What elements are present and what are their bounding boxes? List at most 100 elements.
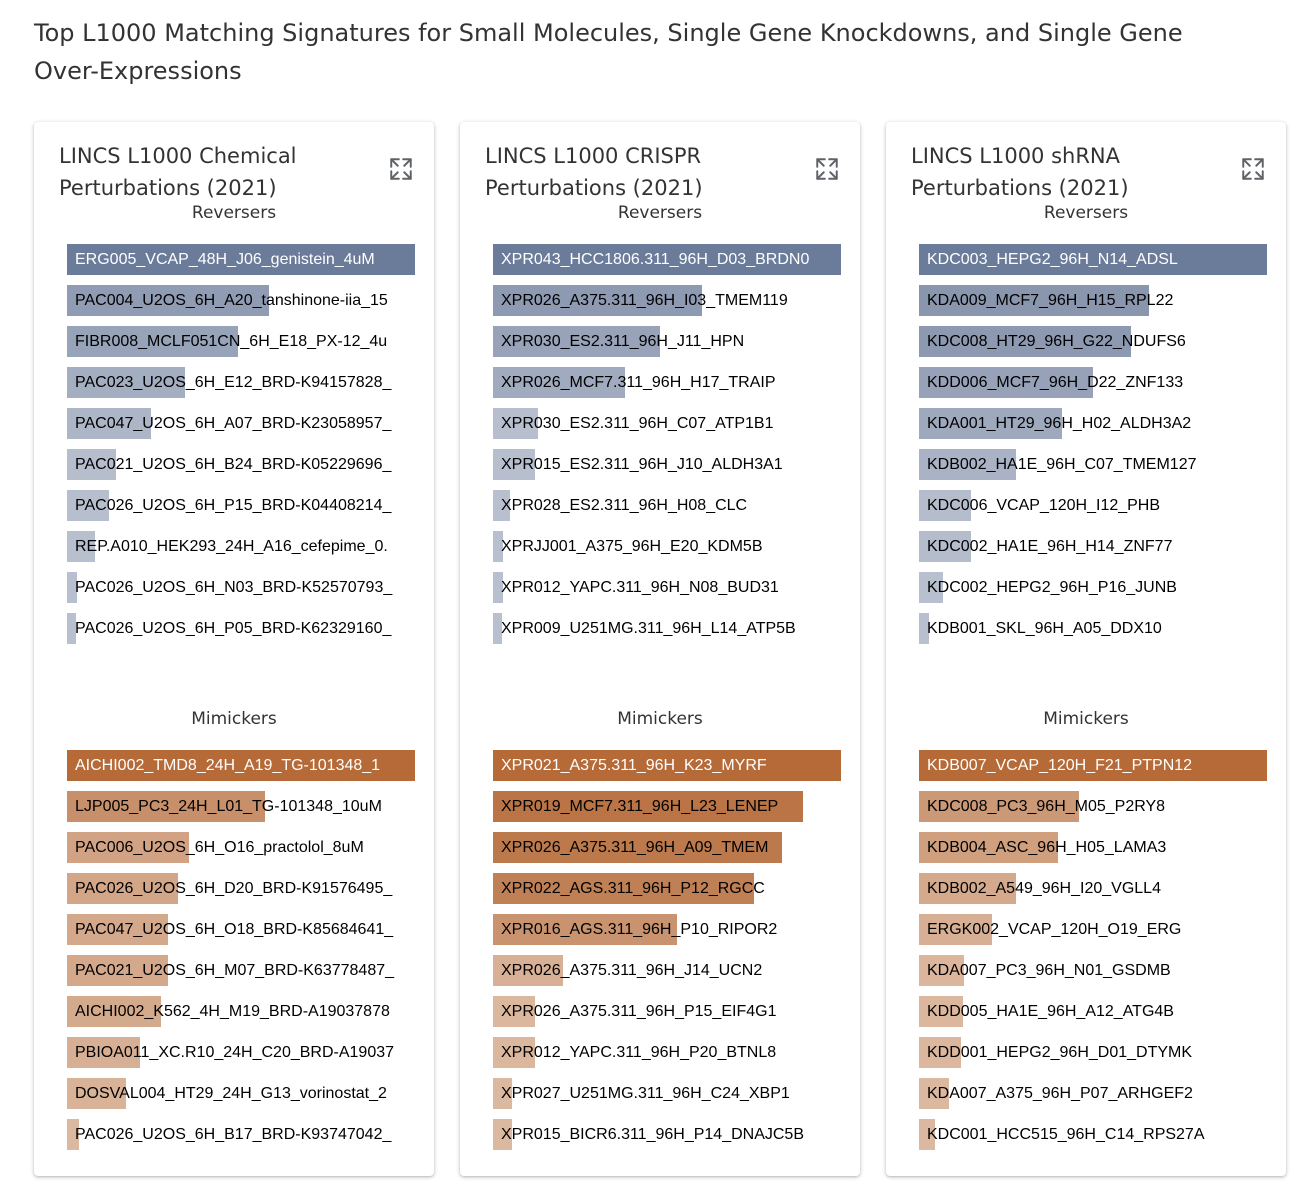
bar-row[interactable]: PAC047_U2OS_6H_O18_BRD-K85684641_ xyxy=(67,914,415,945)
bar-label: DOSVAL004_HT29_24H_G13_vorinostat_2 xyxy=(75,1085,387,1102)
bar-row[interactable]: PAC023_U2OS_6H_E12_BRD-K94157828_ xyxy=(67,367,415,398)
bar-label: KDB002_A549_96H_I20_VGLL4 xyxy=(927,880,1161,897)
bar-row[interactable]: DOSVAL004_HT29_24H_G13_vorinostat_2 xyxy=(67,1078,415,1109)
bar-row[interactable]: KDB001_SKL_96H_A05_DDX10 xyxy=(919,613,1267,644)
bar xyxy=(919,326,1131,357)
bar-row[interactable]: FIBR008_MCLF051CN_6H_E18_PX-12_4u xyxy=(67,326,415,357)
bar xyxy=(919,832,1058,863)
bar-row[interactable]: KDC008_PC3_96H_M05_P2RY8 xyxy=(919,791,1267,822)
bar-row[interactable]: KDB004_ASC_96H_H05_LAMA3 xyxy=(919,832,1267,863)
bar-label: LJP005_PC3_24H_L01_TG-101348_10uM xyxy=(75,798,382,815)
bar-row[interactable]: KDC002_HEPG2_96H_P16_JUNB xyxy=(919,572,1267,603)
bar xyxy=(919,955,964,986)
bar xyxy=(67,531,95,562)
bar-row[interactable]: KDC006_VCAP_120H_I12_PHB xyxy=(919,490,1267,521)
bar-row[interactable]: KDC003_HEPG2_96H_N14_ADSL xyxy=(919,244,1267,275)
bar-row[interactable]: XPR030_ES2.311_96H_J11_HPN xyxy=(493,326,841,357)
bar-row[interactable]: XPR026_MCF7.311_96H_H17_TRAIP xyxy=(493,367,841,398)
bar-label: FIBR008_MCLF051CN_6H_E18_PX-12_4u xyxy=(75,333,388,350)
bar-label: KDA009_MCF7_96H_H15_RPL22 xyxy=(927,292,1174,309)
bar-row[interactable]: ERGK002_VCAP_120H_O19_ERG xyxy=(919,914,1267,945)
bar-row[interactable]: PAC026_U2OS_6H_B17_BRD-K93747042_ xyxy=(67,1119,415,1150)
bar-row[interactable]: XPR026_A375.311_96H_J14_UCN2 xyxy=(493,955,841,986)
bar-row[interactable]: XPR019_MCF7.311_96H_L23_LENEP xyxy=(493,791,841,822)
bar-row[interactable]: XPR009_U251MG.311_96H_L14_ATP5B xyxy=(493,613,841,644)
bar-row[interactable]: PBIOA011_XC.R10_24H_C20_BRD-A19037 xyxy=(67,1037,415,1068)
bar-row[interactable]: PAC026_U2OS_6H_P15_BRD-K04408214_ xyxy=(67,490,415,521)
bar-row[interactable]: PAC004_U2OS_6H_A20_tanshinone-iia_15 xyxy=(67,285,415,316)
bar-row[interactable]: XPR022_AGS.311_96H_P12_RGCC xyxy=(493,873,841,904)
bar-row[interactable]: KDD001_HEPG2_96H_D01_DTYMK xyxy=(919,1037,1267,1068)
bar-row[interactable]: KDB002_A549_96H_I20_VGLL4 xyxy=(919,873,1267,904)
bar xyxy=(67,914,168,945)
bar-row[interactable]: PAC006_U2OS_6H_O16_practolol_8uM xyxy=(67,832,415,863)
bar-row[interactable]: PAC026_U2OS_6H_N03_BRD-K52570793_ xyxy=(67,572,415,603)
bar-row[interactable]: PAC026_U2OS_6H_P05_BRD-K62329160_ xyxy=(67,613,415,644)
bar xyxy=(919,244,1267,275)
bar-label: XPR043_HCC1806.311_96H_D03_BRDN0 xyxy=(501,251,810,268)
bar-label: KDC002_HA1E_96H_H14_ZNF77 xyxy=(927,538,1173,555)
bar xyxy=(67,873,178,904)
bar-row[interactable]: XPR028_ES2.311_96H_H08_CLC xyxy=(493,490,841,521)
bar-row[interactable]: KDA007_PC3_96H_N01_GSDMB xyxy=(919,955,1267,986)
bar-row[interactable]: KDA001_HT29_96H_H02_ALDH3A2 xyxy=(919,408,1267,439)
bar-row[interactable]: XPR043_HCC1806.311_96H_D03_BRDN0 xyxy=(493,244,841,275)
bar-label: KDB002_HA1E_96H_C07_TMEM127 xyxy=(927,456,1197,473)
bar xyxy=(919,285,1149,316)
bar-label: XPR026_A375.311_96H_A09_TMEM xyxy=(501,839,769,856)
bar-row[interactable]: PAC047_U2OS_6H_A07_BRD-K23058957_ xyxy=(67,408,415,439)
bar xyxy=(919,914,992,945)
bar-row[interactable]: PAC026_U2OS_6H_D20_BRD-K91576495_ xyxy=(67,873,415,904)
expand-icon[interactable] xyxy=(814,156,840,182)
bar-row[interactable]: KDD006_MCF7_96H_D22_ZNF133 xyxy=(919,367,1267,398)
expand-icon[interactable] xyxy=(388,156,414,182)
bar-row[interactable]: AICHI002_K562_4H_M19_BRD-A19037878 xyxy=(67,996,415,1027)
bar-row[interactable]: KDB007_VCAP_120H_F21_PTPN12 xyxy=(919,750,1267,781)
bar-row[interactable]: XPRJJ001_A375_96H_E20_KDM5B xyxy=(493,531,841,562)
bar-label: XPR026_A375.311_96H_I03_TMEM119 xyxy=(501,292,788,309)
bar-row[interactable]: KDB002_HA1E_96H_C07_TMEM127 xyxy=(919,449,1267,480)
bar-row[interactable]: KDC001_HCC515_96H_C14_RPS27A xyxy=(919,1119,1267,1150)
bar xyxy=(919,1078,949,1109)
bar-label: XPR022_AGS.311_96H_P12_RGCC xyxy=(501,880,765,897)
bar-label: PAC021_U2OS_6H_B24_BRD-K05229696_ xyxy=(75,456,392,473)
bar-row[interactable]: REP.A010_HEK293_24H_A16_cefepime_0. xyxy=(67,531,415,562)
bar-label: PAC047_U2OS_6H_O18_BRD-K85684641_ xyxy=(75,921,394,938)
bar-row[interactable]: KDD005_HA1E_96H_A12_ATG4B xyxy=(919,996,1267,1027)
expand-icon[interactable] xyxy=(1240,156,1266,182)
bar xyxy=(67,1078,126,1109)
bar-row[interactable]: XPR026_A375.311_96H_A09_TMEM xyxy=(493,832,841,863)
bar-row[interactable]: XPR027_U251MG.311_96H_C24_XBP1 xyxy=(493,1078,841,1109)
bar-label: PAC023_U2OS_6H_E12_BRD-K94157828_ xyxy=(75,374,392,391)
bar-label: PAC021_U2OS_6H_M07_BRD-K63778487_ xyxy=(75,962,395,979)
bar-row[interactable]: KDC008_HT29_96H_G22_NDUFS6 xyxy=(919,326,1267,357)
bar xyxy=(493,914,677,945)
bar-row[interactable]: KDA007_A375_96H_P07_ARHGEF2 xyxy=(919,1078,1267,1109)
bar-label: REP.A010_HEK293_24H_A16_cefepime_0. xyxy=(75,538,388,555)
reversers-label: Reversers xyxy=(617,203,703,223)
bar-row[interactable]: ERG005_VCAP_48H_J06_genistein_4uM xyxy=(67,244,415,275)
bar-row[interactable]: XPR012_YAPC.311_96H_P20_BTNL8 xyxy=(493,1037,841,1068)
bar-row[interactable]: XPR015_ES2.311_96H_J10_ALDH3A1 xyxy=(493,449,841,480)
bar-row[interactable]: XPR026_A375.311_96H_P15_EIF4G1 xyxy=(493,996,841,1027)
bar-row[interactable]: XPR016_AGS.311_96H_P10_RIPOR2 xyxy=(493,914,841,945)
bar-row[interactable]: XPR021_A375.311_96H_K23_MYRF xyxy=(493,750,841,781)
bar-row[interactable]: PAC021_U2OS_6H_M07_BRD-K63778487_ xyxy=(67,955,415,986)
bar-label: KDC002_HEPG2_96H_P16_JUNB xyxy=(927,579,1177,596)
bar-row[interactable]: XPR026_A375.311_96H_I03_TMEM119 xyxy=(493,285,841,316)
bar-row[interactable]: XPR015_BICR6.311_96H_P14_DNAJC5B xyxy=(493,1119,841,1150)
bar xyxy=(67,367,185,398)
bar-label: PAC026_U2OS_6H_P15_BRD-K04408214_ xyxy=(75,497,392,514)
bar-label: PAC006_U2OS_6H_O16_practolol_8uM xyxy=(75,839,364,856)
bar xyxy=(67,832,189,863)
bar-row[interactable]: XPR012_YAPC.311_96H_N08_BUD31 xyxy=(493,572,841,603)
bar-label: XPR019_MCF7.311_96H_L23_LENEP xyxy=(501,798,779,815)
bar-row[interactable]: LJP005_PC3_24H_L01_TG-101348_10uM xyxy=(67,791,415,822)
bar-row[interactable]: AICHI002_TMD8_24H_A19_TG-101348_1 xyxy=(67,750,415,781)
bar-label: KDC008_PC3_96H_M05_P2RY8 xyxy=(927,798,1166,815)
bar-row[interactable]: XPR030_ES2.311_96H_C07_ATP1B1 xyxy=(493,408,841,439)
bar-row[interactable]: KDC002_HA1E_96H_H14_ZNF77 xyxy=(919,531,1267,562)
bar xyxy=(493,408,538,439)
bar-row[interactable]: KDA009_MCF7_96H_H15_RPL22 xyxy=(919,285,1267,316)
bar-row[interactable]: PAC021_U2OS_6H_B24_BRD-K05229696_ xyxy=(67,449,415,480)
